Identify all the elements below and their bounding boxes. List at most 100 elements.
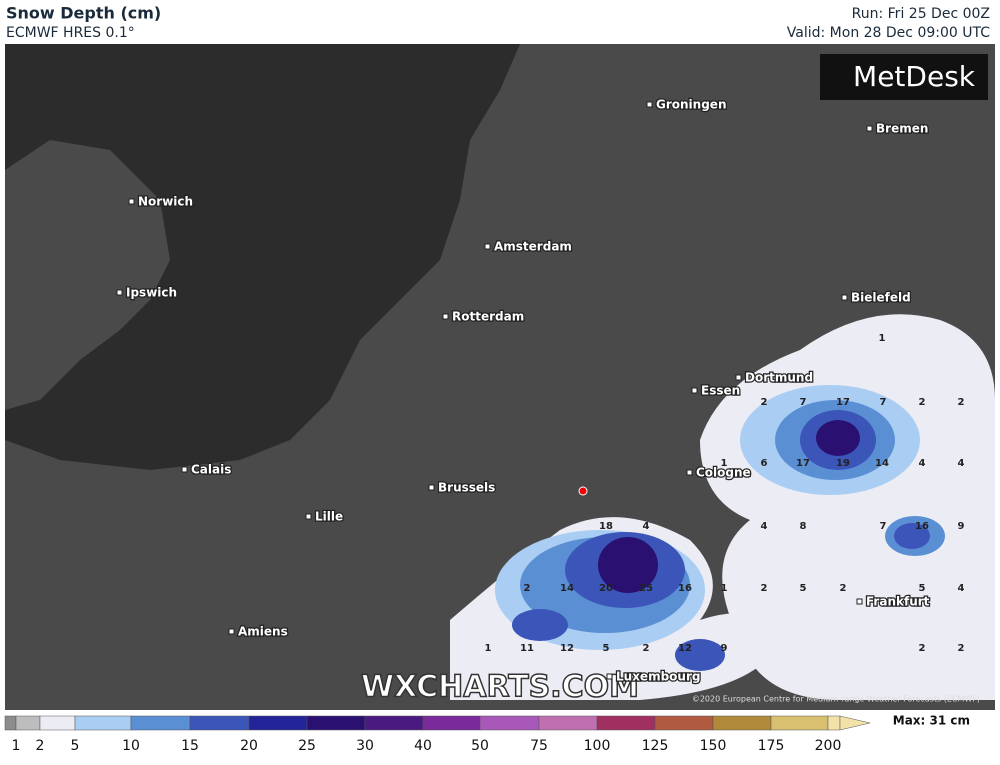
city-label: Bielefeld [851, 291, 911, 305]
snow-depth-label: 4 [919, 458, 926, 469]
city-marker [866, 125, 873, 132]
city-label: Frankfurt [866, 595, 930, 609]
city-label: Calais [191, 463, 231, 477]
legend-tick-label: 150 [700, 738, 727, 754]
snow-depth-label: 20 [599, 583, 613, 594]
snow-depth-label: 16 [678, 583, 692, 594]
snow-depth-label: 9 [721, 643, 728, 654]
snow-depth-label: 5 [919, 583, 926, 594]
legend-tick-label: 15 [181, 738, 199, 754]
city-marker [606, 673, 613, 680]
city-marker [856, 598, 863, 605]
legend-tick-label: 100 [584, 738, 611, 754]
legend-swatch [479, 715, 540, 731]
snow-depth-label: 19 [836, 458, 850, 469]
snow-depth-label: 11 [520, 643, 534, 654]
snow-depth-label: 2 [840, 583, 847, 594]
city-marker [228, 628, 235, 635]
city-marker [442, 313, 449, 320]
legend-swatch [538, 715, 598, 731]
city-label: Luxembourg [616, 670, 700, 684]
logo: MetDesk [853, 60, 976, 93]
city-label: Rotterdam [452, 310, 524, 324]
legend-swatch [654, 715, 714, 731]
city-label: Dortmund [745, 371, 813, 385]
snow-depth-label: 25 [639, 583, 653, 594]
snow-depth-label: 2 [524, 583, 531, 594]
location-marker [578, 486, 588, 496]
snow-depth-label: 2 [919, 643, 926, 654]
city-marker [484, 243, 491, 250]
city-marker [646, 101, 653, 108]
snow-depth-label: 4 [761, 521, 768, 532]
legend-max: Max: 31 cm [893, 714, 970, 728]
legend-swatch [827, 715, 841, 731]
snow-depth-label: 2 [958, 643, 965, 654]
snow-depth-label: 4 [958, 583, 965, 594]
snow-depth-label: 16 [915, 521, 929, 532]
city-marker [128, 198, 135, 205]
snow-depth-label: 2 [761, 397, 768, 408]
snow-depth-label: 4 [958, 458, 965, 469]
legend-tick-label: 75 [530, 738, 548, 754]
legend-arrow [839, 715, 871, 731]
snow-depth-label: 6 [761, 458, 768, 469]
snow-depth-label: 2 [958, 397, 965, 408]
city-marker [735, 374, 742, 381]
legend-swatch [4, 715, 17, 731]
watermark: WXCHARTS.COM [361, 670, 639, 705]
city-marker [841, 294, 848, 301]
snow-depth-label: 7 [800, 397, 807, 408]
copyright: ©2020 European Centre for Medium-range W… [692, 695, 980, 704]
snow-depth-label: 14 [875, 458, 889, 469]
city-label: Norwich [138, 195, 193, 209]
map: MetDesk WXCHARTS.COM ©2020 European Cent… [5, 44, 995, 710]
snow-depth-label: 18 [599, 521, 613, 532]
snow [450, 314, 995, 700]
model: ECMWF HRES 0.1° [6, 25, 135, 41]
snow-depth-label: 2 [761, 583, 768, 594]
city-label: Groningen [656, 98, 726, 112]
legend-tick-label: 1 [12, 738, 21, 754]
legend-swatch [74, 715, 132, 731]
snow-depth-label: 5 [603, 643, 610, 654]
city-label: Ipswich [126, 286, 177, 300]
snow-depth-label: 9 [958, 521, 965, 532]
snow-depth-label: 12 [678, 643, 692, 654]
snow-depth-label: 1 [721, 458, 728, 469]
snow-depth-label: 17 [796, 458, 810, 469]
legend-tick-label: 125 [642, 738, 669, 754]
city-label: Lille [315, 510, 343, 524]
snow-depth-label: 5 [800, 583, 807, 594]
legend-swatch [596, 715, 656, 731]
legend-swatch [248, 715, 308, 731]
valid: Valid: Mon 28 Dec 09:00 UTC [787, 25, 990, 41]
legend-swatch [130, 715, 191, 731]
city-label: Brussels [438, 481, 495, 495]
city-marker [181, 466, 188, 473]
netherlands-north [470, 44, 720, 200]
legend-swatch [770, 715, 829, 731]
legend-swatch [306, 715, 366, 731]
city-marker [116, 289, 123, 296]
snow-depth-label: 4 [643, 521, 650, 532]
england [5, 140, 170, 410]
snow-depth-label: 2 [643, 643, 650, 654]
city-label: Amiens [238, 625, 288, 639]
legend-swatch [422, 715, 481, 731]
snow-depth-label: 2 [919, 397, 926, 408]
snow-depth-label: 17 [836, 397, 850, 408]
sea [5, 44, 520, 470]
snow-depth-label: 8 [800, 521, 807, 532]
legend-tick-label: 20 [240, 738, 258, 754]
city-label: Cologne [696, 466, 751, 480]
legend-swatch [712, 715, 772, 731]
legend-tick-label: 40 [414, 738, 432, 754]
legend-swatch [364, 715, 424, 731]
legend-tick-label: 30 [356, 738, 374, 754]
snow-depth-label: 7 [880, 397, 887, 408]
legend-tick-label: 10 [122, 738, 140, 754]
snow-depth-label: 1 [485, 643, 492, 654]
snow-depth-label: 7 [880, 521, 887, 532]
